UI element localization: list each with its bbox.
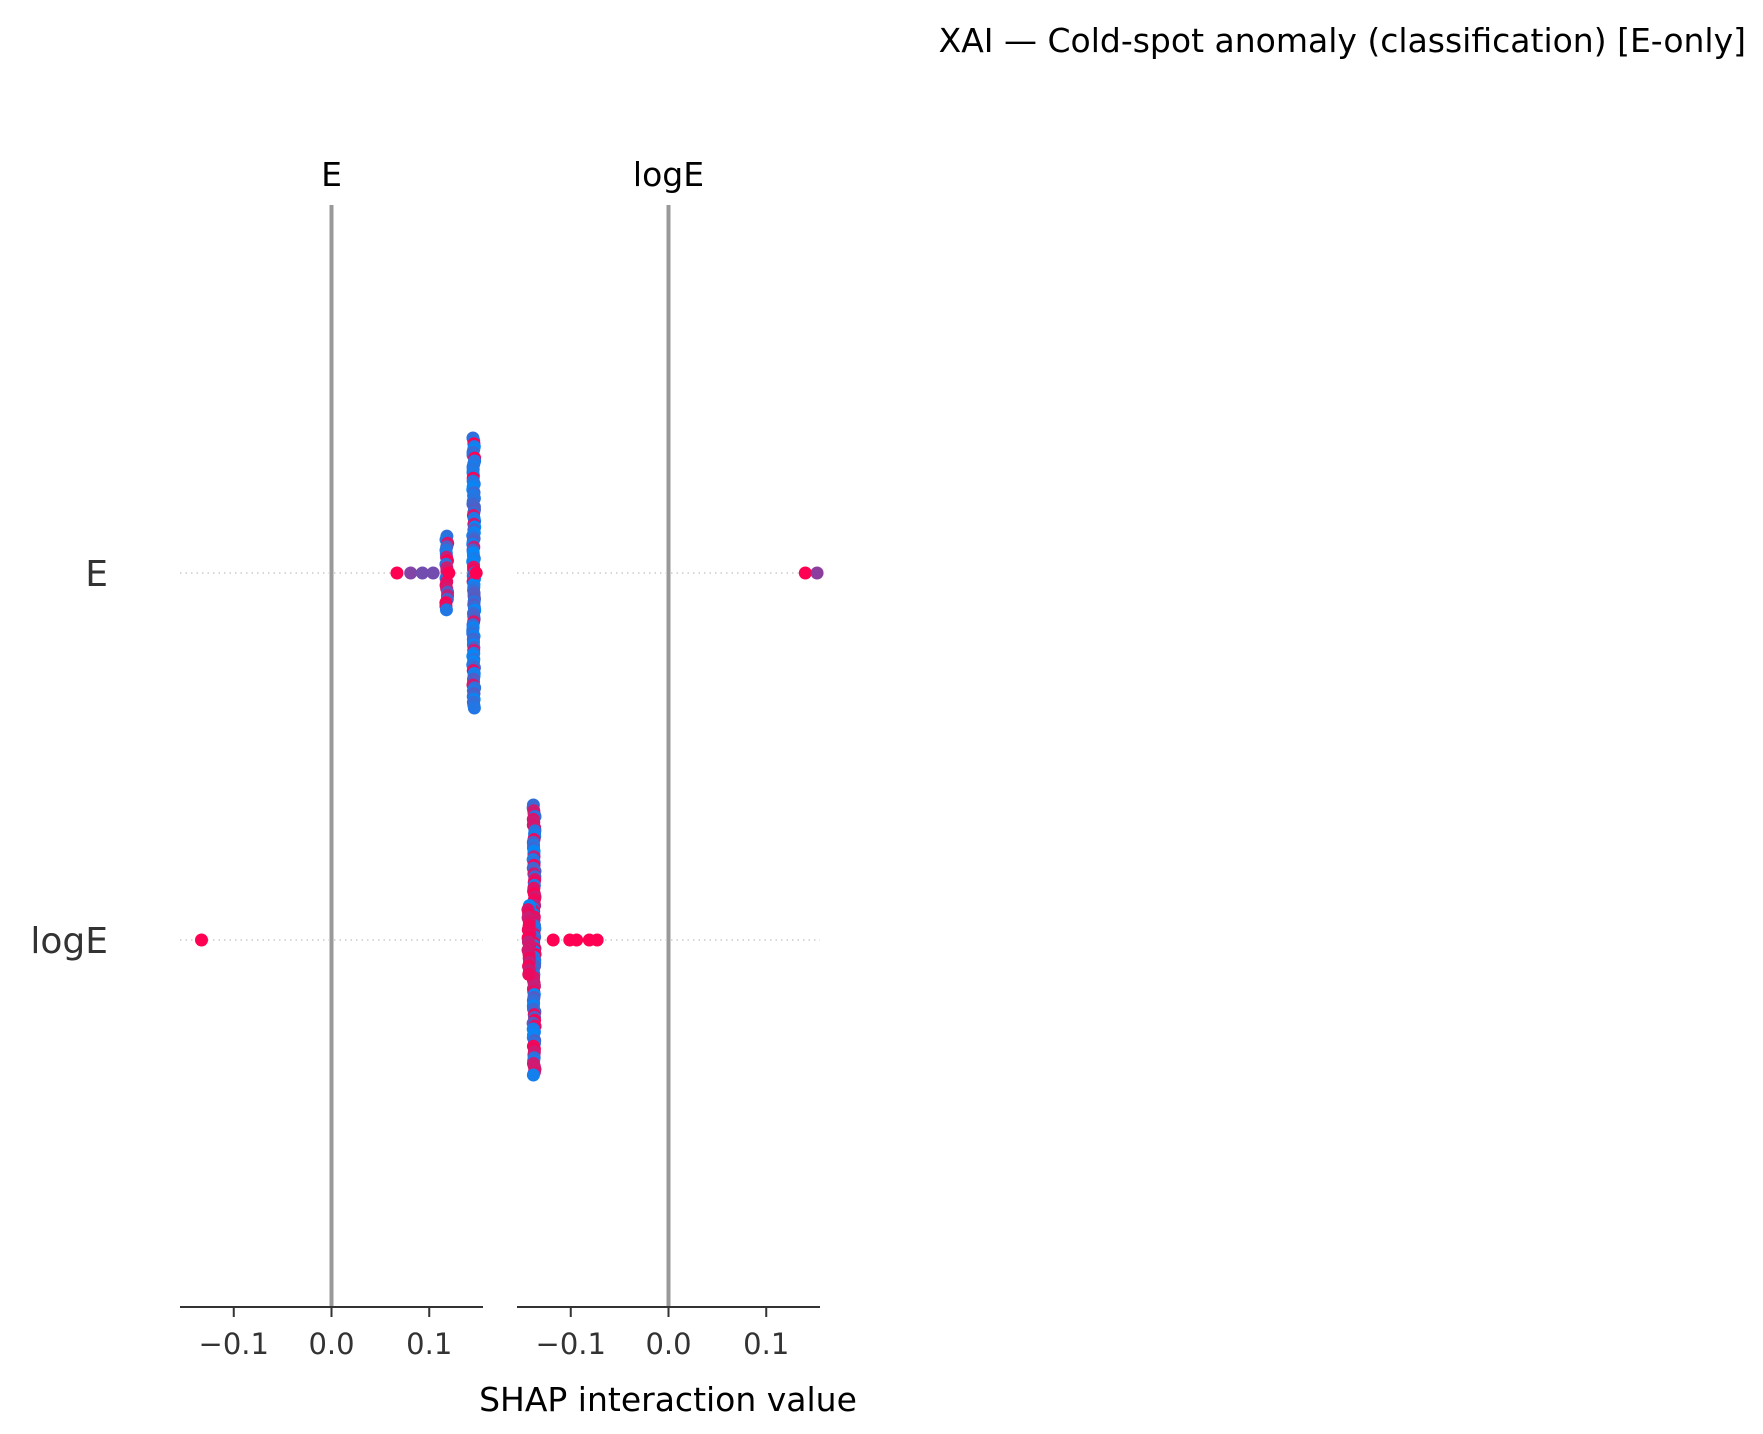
shap-point <box>439 603 453 617</box>
cell-e-e <box>390 431 483 715</box>
cell-loge-e <box>798 566 824 580</box>
x-axis-label: SHAP interaction value <box>479 1380 857 1419</box>
shap-point <box>469 566 483 580</box>
x-tick-label: −0.1 <box>199 1327 269 1361</box>
x-tick-label: 0.1 <box>406 1327 452 1361</box>
shap-point <box>526 1068 540 1082</box>
shap-point <box>404 566 418 580</box>
shap-point <box>546 933 560 947</box>
cell-e-loge <box>195 933 209 947</box>
shap-point <box>442 566 456 580</box>
shap-point <box>810 566 824 580</box>
shap-point <box>798 566 812 580</box>
cell-loge-loge <box>521 798 604 1082</box>
chart-title: XAI — Cold-spot anomaly (classification)… <box>939 21 1746 60</box>
shap-point <box>590 933 604 947</box>
x-tick-label: −0.1 <box>536 1327 606 1361</box>
row-label-loge: logE <box>30 921 108 962</box>
row-label-e: E <box>85 554 108 595</box>
panel-title-e: E <box>321 155 342 194</box>
x-tick-label: 0.1 <box>743 1327 789 1361</box>
panel-title-loge: logE <box>633 155 704 194</box>
shap-point <box>522 967 536 981</box>
shap-point <box>426 566 440 580</box>
shap-point <box>390 566 404 580</box>
x-tick-label: 0.0 <box>308 1327 354 1361</box>
x-tick-label: 0.0 <box>645 1327 691 1361</box>
shap-point <box>570 933 584 947</box>
shap-point <box>195 933 209 947</box>
shap-point <box>415 566 429 580</box>
shap-point <box>467 701 481 715</box>
